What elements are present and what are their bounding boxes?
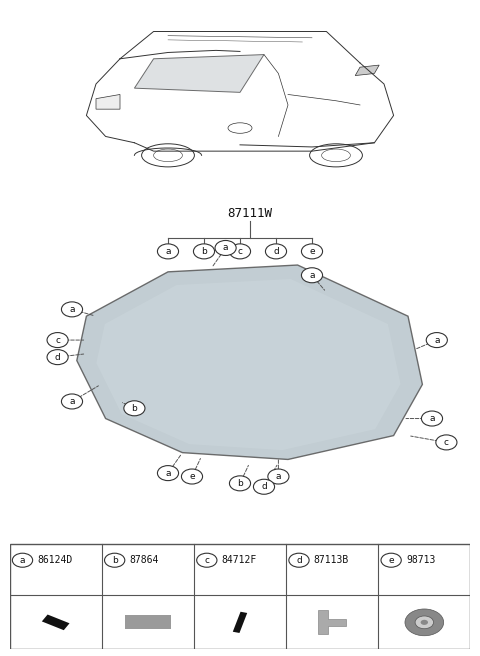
Circle shape: [421, 411, 443, 426]
Circle shape: [381, 553, 401, 567]
Circle shape: [405, 609, 444, 636]
Bar: [42, 615, 70, 630]
Bar: [233, 612, 247, 633]
Circle shape: [215, 241, 236, 255]
Circle shape: [124, 401, 145, 416]
Circle shape: [193, 244, 215, 259]
Circle shape: [157, 244, 179, 259]
Text: a: a: [309, 271, 315, 279]
Polygon shape: [318, 609, 346, 634]
Text: c: c: [238, 247, 242, 256]
Circle shape: [181, 469, 203, 484]
Circle shape: [157, 466, 179, 481]
Circle shape: [229, 244, 251, 259]
Text: b: b: [112, 556, 118, 565]
Circle shape: [229, 476, 251, 491]
Polygon shape: [355, 65, 379, 75]
Circle shape: [61, 394, 83, 409]
FancyBboxPatch shape: [10, 544, 470, 649]
Text: d: d: [296, 556, 302, 565]
Text: 86124D: 86124D: [37, 555, 72, 565]
Text: d: d: [261, 482, 267, 491]
Circle shape: [61, 302, 83, 317]
Text: 87113B: 87113B: [314, 555, 349, 565]
Text: b: b: [132, 404, 137, 413]
Text: c: c: [444, 438, 449, 447]
Circle shape: [47, 333, 68, 348]
Circle shape: [197, 553, 217, 567]
Text: a: a: [165, 468, 171, 478]
Text: 98713: 98713: [406, 555, 435, 565]
Text: a: a: [223, 243, 228, 253]
Text: b: b: [201, 247, 207, 256]
Polygon shape: [134, 54, 264, 92]
Circle shape: [420, 620, 428, 625]
Circle shape: [12, 553, 33, 567]
Circle shape: [415, 616, 433, 628]
Circle shape: [436, 435, 457, 450]
Text: b: b: [237, 479, 243, 488]
Text: a: a: [69, 305, 75, 314]
Text: 87111W: 87111W: [227, 207, 272, 220]
Text: e: e: [189, 472, 195, 481]
Text: d: d: [273, 247, 279, 256]
Circle shape: [105, 553, 125, 567]
Circle shape: [253, 480, 275, 494]
Circle shape: [301, 244, 323, 259]
Text: c: c: [55, 336, 60, 344]
Polygon shape: [96, 94, 120, 109]
Text: a: a: [434, 336, 440, 344]
Text: 84712F: 84712F: [222, 555, 257, 565]
Text: e: e: [388, 556, 394, 565]
Circle shape: [426, 333, 447, 348]
Text: e: e: [309, 247, 315, 256]
PathPatch shape: [96, 279, 400, 450]
PathPatch shape: [77, 265, 422, 459]
Text: c: c: [204, 556, 209, 565]
Bar: [125, 615, 171, 629]
Text: a: a: [276, 472, 281, 481]
Text: a: a: [165, 247, 171, 256]
Text: a: a: [20, 556, 25, 565]
Circle shape: [47, 350, 68, 365]
Text: 87864: 87864: [130, 555, 159, 565]
Circle shape: [301, 268, 323, 283]
Circle shape: [265, 244, 287, 259]
Text: a: a: [69, 397, 75, 406]
Circle shape: [268, 469, 289, 484]
Text: d: d: [55, 353, 60, 361]
Text: a: a: [429, 414, 435, 423]
Circle shape: [289, 553, 309, 567]
